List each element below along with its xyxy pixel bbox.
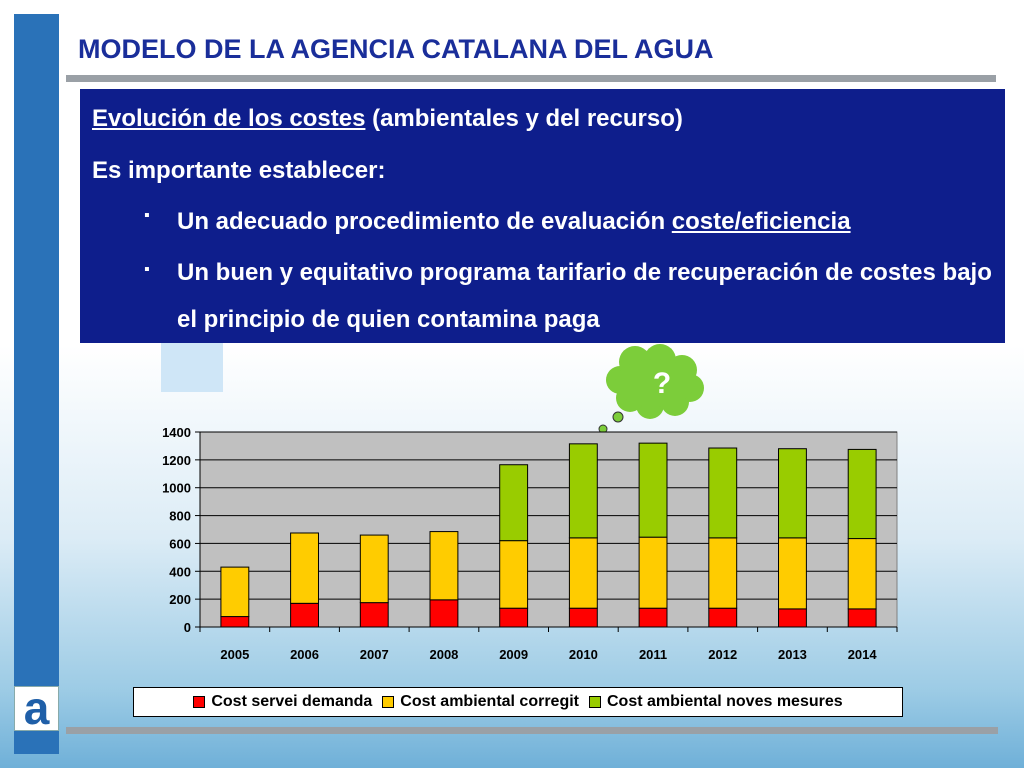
x-tick-label: 2005 [220, 647, 249, 662]
y-tick-label: 1400 [162, 425, 191, 440]
bar-segment [638, 536, 668, 609]
y-tick-label: 0 [184, 620, 191, 635]
bar-segment [847, 608, 877, 628]
title-divider [66, 75, 996, 82]
legend-item: Cost ambiental corregit [382, 693, 579, 711]
bar-segment [847, 448, 877, 540]
bar-segment [708, 607, 738, 628]
y-tick-label: 1200 [162, 453, 191, 468]
bar-segment [778, 537, 807, 610]
bar-segment [290, 532, 319, 604]
costs-heading: Evolución de los costes (ambientales y d… [92, 105, 683, 133]
bar-segment [778, 448, 807, 539]
logo-letter: a [23, 682, 50, 734]
bar-segment [499, 607, 529, 628]
bar-segment [708, 447, 738, 539]
bar-segment [568, 537, 598, 609]
bar-segment [290, 602, 319, 628]
legend-item: Cost servei demanda [193, 693, 372, 711]
chart-legend: Cost servei demanda Cost ambiental correg… [133, 687, 903, 717]
bar-segment [638, 442, 668, 538]
bar-segment [568, 607, 598, 628]
bullet-item-1-text: Un adecuado procedimiento de evaluación [177, 208, 672, 235]
intro-line: Es importante establecer: [92, 157, 386, 184]
x-tick-label: 2013 [778, 647, 807, 662]
bar-segment [499, 540, 529, 609]
x-tick-label: 2007 [360, 647, 389, 662]
bar-segment [499, 464, 529, 542]
x-tick-label: 2008 [429, 647, 458, 662]
x-tick-label: 2006 [290, 647, 319, 662]
legend-swatch [382, 696, 395, 708]
question-mark: ? [653, 367, 671, 400]
legend-swatch [589, 696, 601, 708]
stacked-bar-chart: 0 200 400 600 800 1000 1200 1400 2005 2006 2007 200… [162, 425, 898, 662]
legend-label: Cost ambiental noves mesures [607, 693, 843, 710]
y-tick-label: 400 [169, 564, 191, 579]
thought-bubble: ? [585, 344, 704, 441]
bar-segment [638, 607, 668, 628]
y-tick-label: 200 [169, 592, 191, 607]
bar-segment [359, 534, 389, 604]
costs-heading-rest: (ambientales y del recurso) [365, 105, 683, 132]
bullet-item-1-underlined: coste/eficiencia [671, 208, 851, 235]
legend-label: Cost servei demanda [211, 693, 373, 710]
costs-heading-underlined: Evolución de los costes [92, 105, 366, 132]
bar-segment [220, 566, 250, 618]
bar-segment [778, 608, 807, 628]
x-tick-label: 2011 [639, 647, 667, 662]
y-tick-label: 1000 [162, 481, 191, 496]
bar-segment [568, 443, 598, 539]
bullet-icon: ▪ [144, 207, 150, 224]
legend-swatch [193, 696, 206, 708]
x-tick-label: 2010 [569, 647, 598, 662]
bullet-item-2: Un buen y equitativo programa tarifario … [177, 259, 992, 333]
x-tick-label: 2012 [708, 647, 737, 662]
legend-item: Cost ambiental noves mesures [589, 693, 843, 711]
cloud-icon [606, 344, 704, 419]
bar-segment [847, 538, 877, 610]
bar-segment [429, 599, 459, 628]
thought-dot-icon [612, 411, 624, 423]
page-title: MODELO DE LA AGENCIA CATALANA DEL AGUA [78, 34, 714, 64]
bar-segment [220, 616, 250, 628]
y-tick-label: 600 [169, 536, 191, 551]
agency-logo: a [14, 682, 59, 734]
bullet-icon: ▪ [144, 261, 150, 278]
x-tick-label: 2009 [499, 647, 528, 662]
y-tick-label: 800 [169, 509, 191, 524]
bar-segment [708, 537, 738, 609]
bar-segment [429, 531, 459, 601]
decorative-block [161, 340, 223, 392]
x-tick-label: 2014 [848, 647, 878, 662]
legend-label: Cost ambiental corregit [400, 693, 579, 710]
text-box: Evolución de los costes (ambientales y d… [80, 89, 1005, 343]
bullet-item-1: Un adecuado procedimiento de evaluación … [177, 198, 992, 245]
bottom-divider [66, 727, 998, 734]
bar-segment [359, 602, 389, 628]
left-accent-bar [14, 14, 59, 754]
